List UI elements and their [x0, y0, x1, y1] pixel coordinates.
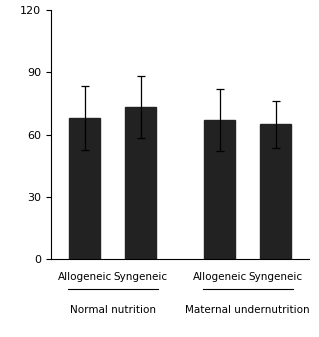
Bar — [125, 107, 156, 259]
Text: Normal nutrition: Normal nutrition — [70, 305, 156, 315]
Bar — [204, 120, 235, 259]
Text: Allogeneic: Allogeneic — [192, 272, 247, 282]
Text: Syngeneic: Syngeneic — [114, 272, 168, 282]
Text: Syngeneic: Syngeneic — [249, 272, 303, 282]
Text: Maternal undernutrition: Maternal undernutrition — [185, 305, 310, 315]
Bar — [69, 118, 100, 259]
Bar — [260, 124, 291, 259]
Text: Allogeneic: Allogeneic — [58, 272, 112, 282]
